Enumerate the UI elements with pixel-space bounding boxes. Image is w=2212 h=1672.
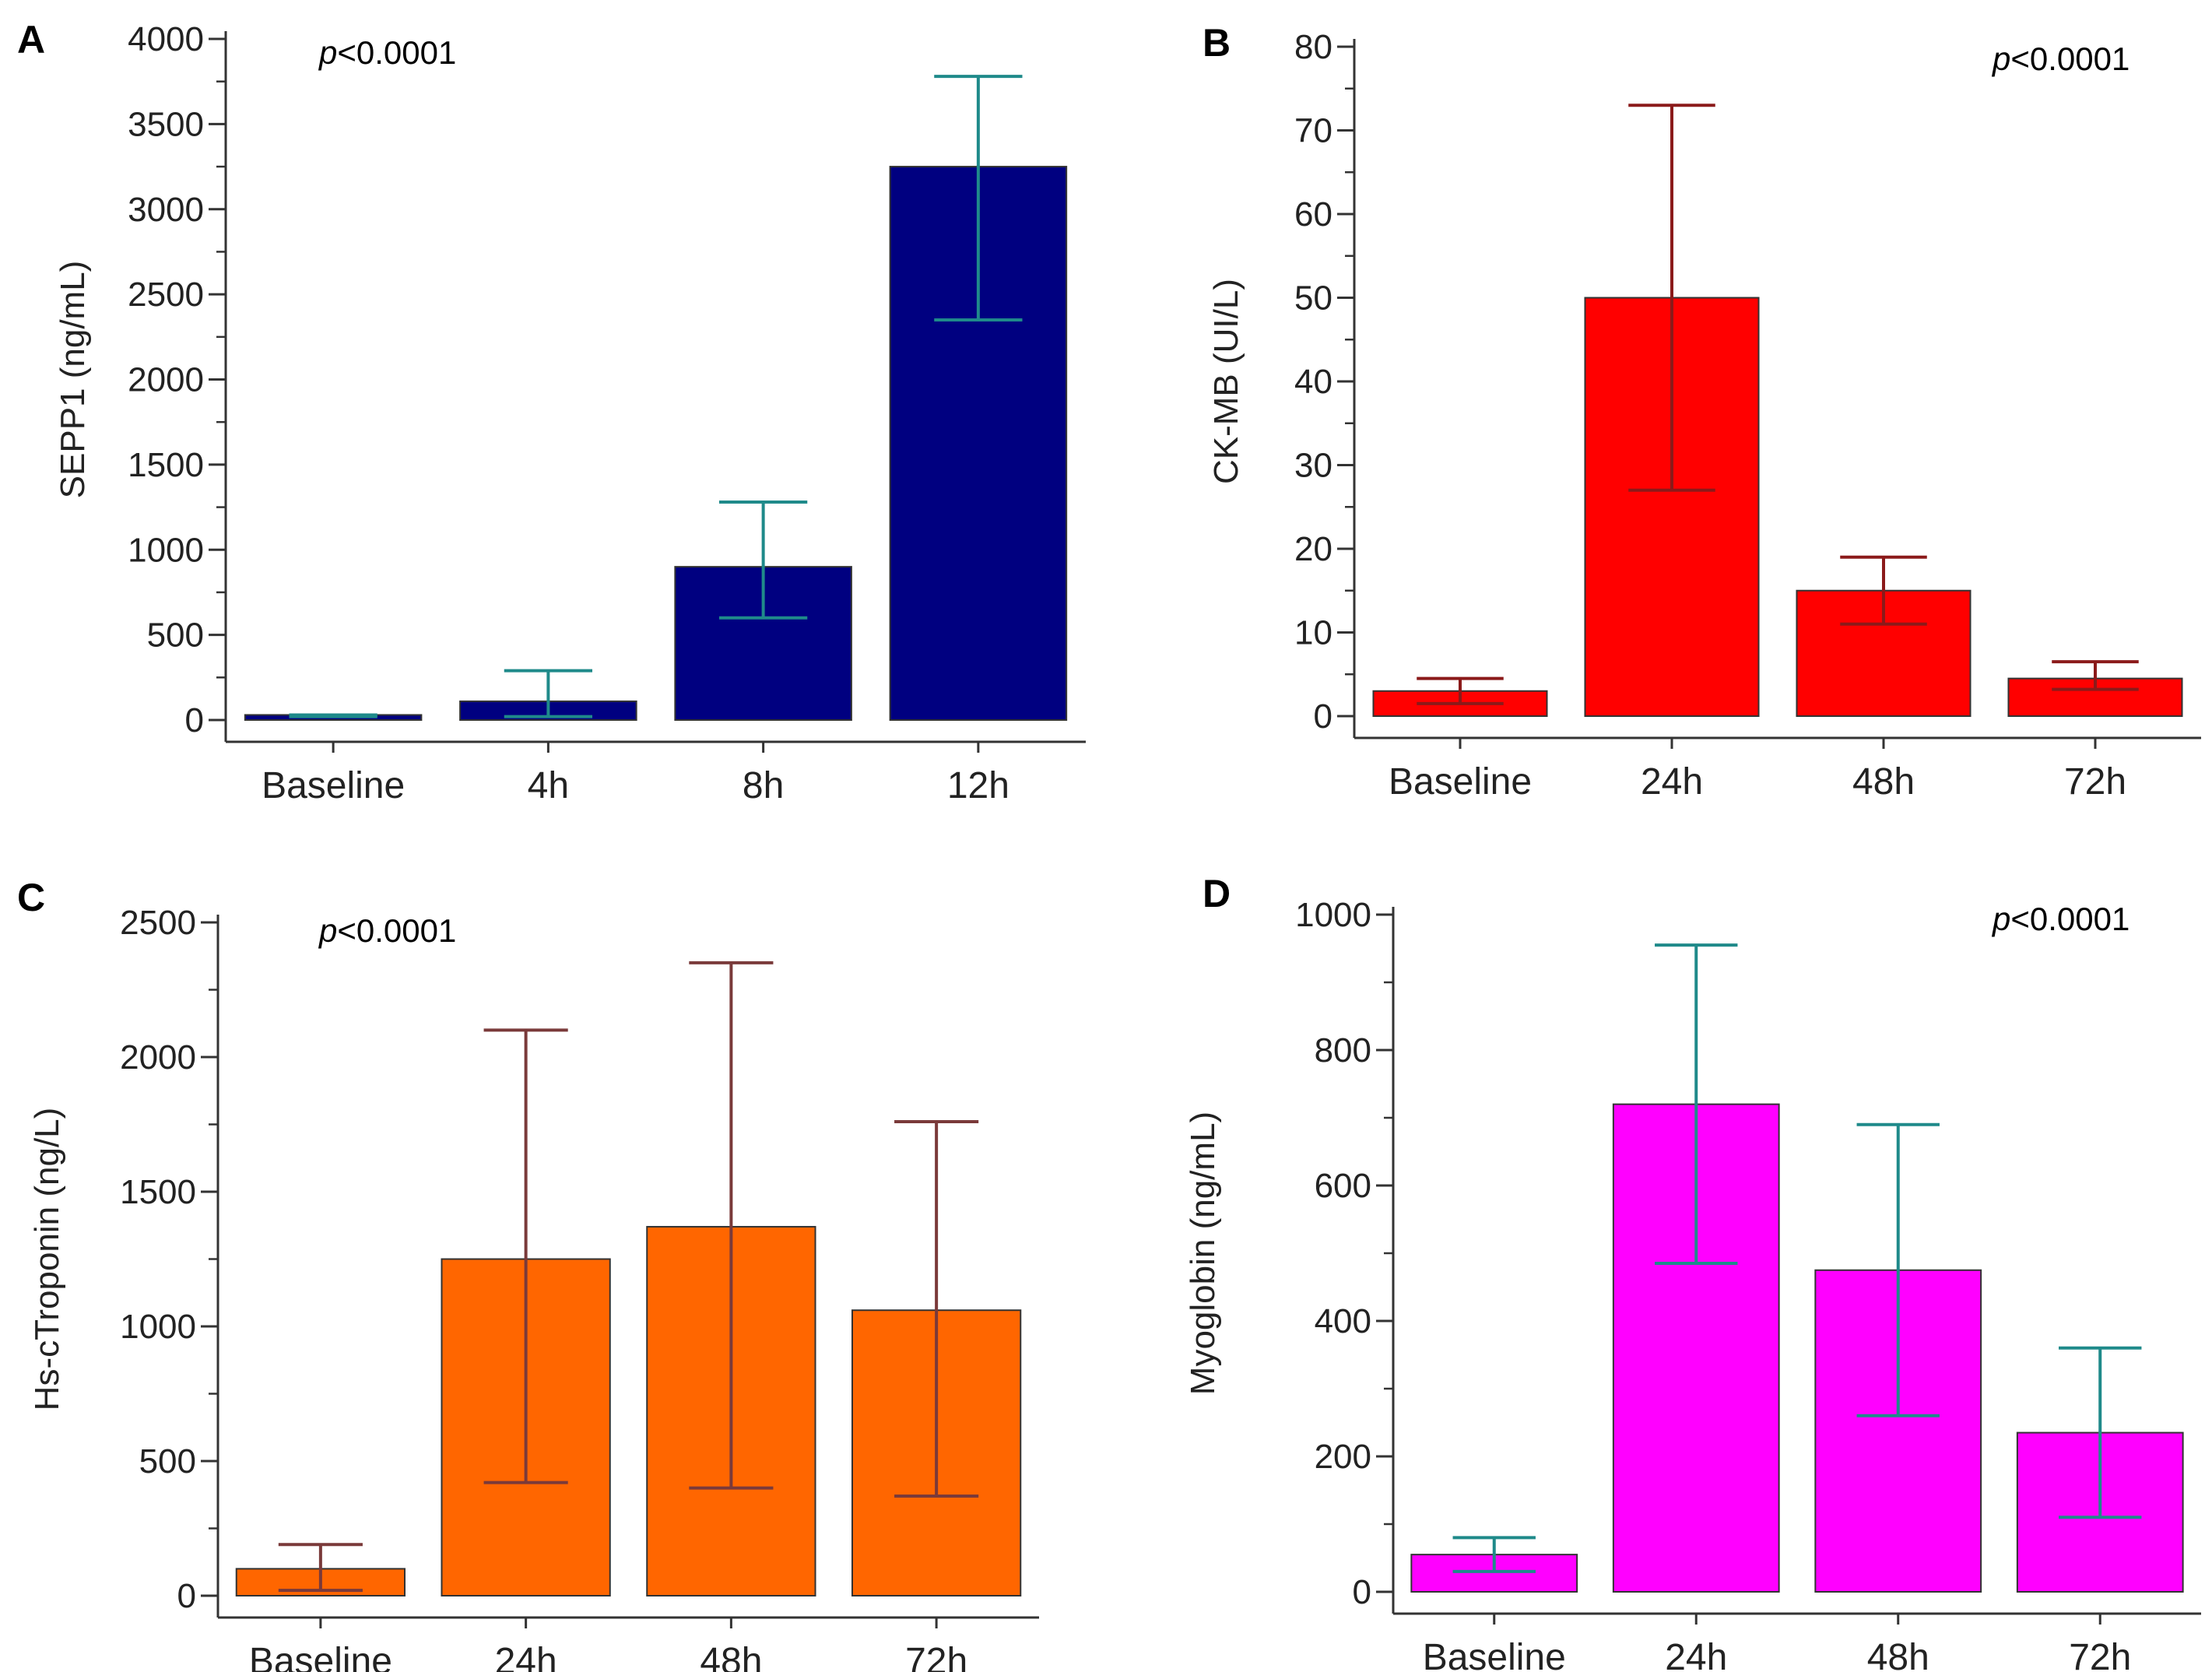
- x-tick-label: 24h: [1665, 1637, 1727, 1672]
- panel-letter: C: [17, 876, 45, 919]
- chart-panel-d: Dp<0.0001 0 200 400 600 800 1000 Myoglobin (ng/…: [1184, 872, 2201, 1672]
- y-tick-label: 0: [177, 1577, 196, 1615]
- x-tick-label: 12h: [947, 765, 1009, 806]
- y-tick-label: 70: [1294, 112, 1332, 150]
- x-tick-label: Baseline: [1423, 1637, 1566, 1672]
- x-tick-label: 72h: [905, 1641, 967, 1672]
- y-tick-label: 800: [1315, 1031, 1371, 1070]
- y-tick-label: 3500: [128, 105, 204, 143]
- y-tick-label: 0: [1353, 1573, 1371, 1611]
- x-tick-label: 48h: [700, 1641, 762, 1672]
- panel-letter: A: [17, 18, 45, 61]
- x-tick-label: 48h: [1852, 761, 1915, 803]
- y-tick-label: 500: [139, 1442, 196, 1481]
- p-value-symbol: p: [1991, 901, 2010, 937]
- y-tick-label: 0: [1314, 697, 1332, 736]
- x-tick-label: 8h: [743, 765, 784, 806]
- y-tick-label: 200: [1315, 1438, 1371, 1476]
- y-axis-title: CK-MB (UI/L): [1207, 279, 1245, 484]
- y-tick-label: 60: [1294, 195, 1332, 234]
- y-tick-label: 400: [1315, 1302, 1371, 1340]
- y-axis-title: Myoglobin (ng/mL): [1184, 1112, 1222, 1395]
- y-tick-label: 80: [1294, 28, 1332, 66]
- y-tick-label: 10: [1294, 614, 1332, 652]
- p-value-label: p<0.0001: [1991, 40, 2129, 77]
- panel-letter: B: [1203, 21, 1231, 65]
- y-tick-label: 1000: [128, 531, 204, 569]
- y-tick-label: 500: [147, 616, 204, 655]
- y-tick-label: 30: [1294, 447, 1332, 485]
- panel-letter: D: [1203, 872, 1231, 915]
- bar-8h: [674, 566, 852, 721]
- x-tick-label: 4h: [528, 765, 569, 806]
- p-value-threshold: <0.0001: [337, 34, 456, 71]
- p-value-threshold: <0.0001: [2010, 901, 2129, 937]
- x-tick-label: 24h: [1641, 761, 1703, 803]
- y-tick-label: 1000: [120, 1308, 196, 1346]
- y-tick-label: 1500: [120, 1173, 196, 1211]
- chart-panel-c: Cp<0.0001 0 500 1000 1500 2000 2500 Hs-cTroponi…: [17, 876, 1039, 1672]
- y-tick-label: 1000: [1295, 896, 1371, 934]
- y-tick-label: 2000: [128, 361, 204, 399]
- y-tick-label: 2500: [120, 904, 196, 942]
- p-value-symbol: p: [318, 912, 337, 949]
- y-tick-label: 40: [1294, 363, 1332, 401]
- p-value-threshold: <0.0001: [2010, 40, 2129, 77]
- y-axis-title: SEPP1 (ng/mL): [54, 261, 92, 499]
- p-value-label: p<0.0001: [318, 912, 456, 949]
- x-tick-label: Baseline: [249, 1641, 392, 1672]
- p-value-symbol: p: [318, 34, 337, 71]
- y-tick-label: 3000: [128, 191, 204, 229]
- x-tick-label: 72h: [2064, 761, 2126, 803]
- y-tick-label: 2000: [120, 1038, 196, 1077]
- y-tick-label: 50: [1294, 279, 1332, 318]
- y-tick-label: 2500: [128, 276, 204, 314]
- x-tick-label: Baseline: [262, 765, 405, 806]
- x-tick-label: Baseline: [1389, 761, 1532, 803]
- p-value-symbol: p: [1991, 40, 2010, 77]
- x-tick-label: 48h: [1867, 1637, 1929, 1672]
- x-tick-label: 72h: [2069, 1637, 2131, 1672]
- y-tick-label: 20: [1294, 530, 1332, 568]
- y-tick-label: 1500: [128, 446, 204, 484]
- y-tick-label: 600: [1315, 1167, 1371, 1205]
- y-tick-label: 4000: [128, 20, 204, 58]
- p-value-label: p<0.0001: [318, 34, 456, 71]
- p-value-threshold: <0.0001: [337, 912, 456, 949]
- y-tick-label: 0: [185, 701, 204, 739]
- p-value-label: p<0.0001: [1991, 901, 2129, 937]
- y-axis-title: Hs-cTroponin (ng/L): [28, 1108, 66, 1411]
- x-tick-label: 24h: [495, 1641, 557, 1672]
